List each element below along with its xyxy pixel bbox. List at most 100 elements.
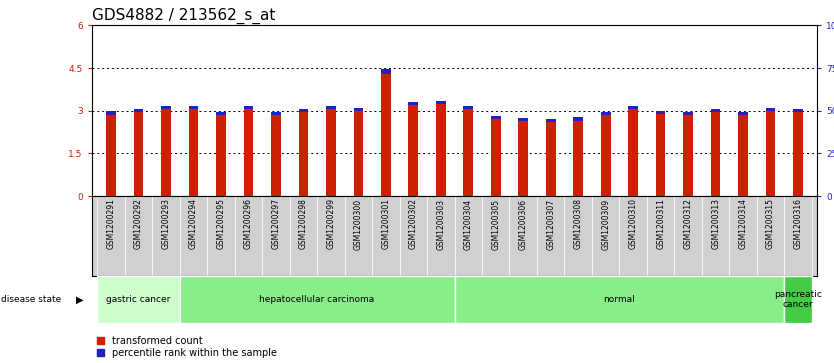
Text: GSM1200315: GSM1200315 bbox=[766, 199, 775, 249]
Bar bbox=[675, 196, 702, 276]
Bar bbox=[262, 196, 289, 276]
Bar bbox=[271, 112, 281, 115]
Text: GSM1200299: GSM1200299 bbox=[326, 199, 335, 249]
Text: GSM1200297: GSM1200297 bbox=[271, 199, 280, 249]
Text: GSM1200291: GSM1200291 bbox=[107, 199, 115, 249]
Bar bbox=[491, 119, 500, 196]
Bar bbox=[656, 114, 666, 196]
Bar bbox=[289, 196, 317, 276]
Bar bbox=[161, 106, 171, 109]
Bar bbox=[600, 112, 610, 115]
Bar bbox=[711, 109, 721, 112]
Bar bbox=[574, 117, 583, 121]
Text: GSM1200312: GSM1200312 bbox=[684, 199, 693, 249]
Bar bbox=[244, 109, 254, 196]
Bar bbox=[234, 196, 262, 276]
Bar bbox=[299, 109, 309, 112]
Bar bbox=[620, 196, 647, 276]
Bar bbox=[133, 112, 143, 196]
Text: GSM1200293: GSM1200293 bbox=[162, 199, 170, 249]
Bar bbox=[455, 276, 784, 323]
Text: pancreatic
cancer: pancreatic cancer bbox=[774, 290, 822, 309]
Bar bbox=[271, 115, 281, 196]
Bar bbox=[628, 106, 638, 109]
Bar bbox=[188, 106, 198, 109]
Text: GSM1200302: GSM1200302 bbox=[409, 199, 418, 249]
Text: GSM1200303: GSM1200303 bbox=[436, 199, 445, 249]
Bar bbox=[683, 115, 693, 196]
Bar bbox=[326, 109, 335, 196]
Text: GSM1200309: GSM1200309 bbox=[601, 199, 610, 249]
Bar bbox=[647, 196, 675, 276]
Bar bbox=[299, 112, 309, 196]
Bar bbox=[546, 119, 555, 122]
Bar bbox=[793, 112, 803, 196]
Bar bbox=[455, 196, 482, 276]
Bar bbox=[436, 103, 445, 196]
Bar bbox=[702, 196, 730, 276]
Bar bbox=[381, 69, 390, 74]
Bar bbox=[179, 196, 207, 276]
Bar bbox=[491, 117, 500, 119]
Bar bbox=[784, 276, 811, 323]
Text: GSM1200313: GSM1200313 bbox=[711, 199, 720, 249]
Text: GSM1200305: GSM1200305 bbox=[491, 199, 500, 249]
Text: GSM1200308: GSM1200308 bbox=[574, 199, 583, 249]
Text: GSM1200301: GSM1200301 bbox=[381, 199, 390, 249]
Bar bbox=[628, 109, 638, 196]
Bar bbox=[372, 196, 399, 276]
Bar bbox=[188, 109, 198, 196]
Text: GSM1200294: GSM1200294 bbox=[189, 199, 198, 249]
Bar bbox=[409, 102, 418, 105]
Bar bbox=[354, 108, 363, 111]
Text: GSM1200316: GSM1200316 bbox=[794, 199, 802, 249]
Bar bbox=[766, 108, 776, 111]
Bar bbox=[730, 196, 756, 276]
Bar bbox=[152, 196, 179, 276]
Text: GSM1200296: GSM1200296 bbox=[244, 199, 253, 249]
Bar bbox=[519, 118, 528, 121]
Bar bbox=[381, 74, 390, 196]
Bar bbox=[510, 196, 537, 276]
Bar bbox=[711, 112, 721, 196]
Bar bbox=[756, 196, 784, 276]
Text: GSM1200304: GSM1200304 bbox=[464, 199, 473, 249]
Bar bbox=[317, 196, 344, 276]
Text: gastric cancer: gastric cancer bbox=[106, 295, 171, 304]
Bar bbox=[546, 122, 555, 196]
Text: hepatocellular carcinoma: hepatocellular carcinoma bbox=[259, 295, 374, 304]
Bar bbox=[766, 111, 776, 196]
Bar bbox=[738, 111, 748, 115]
Text: GSM1200300: GSM1200300 bbox=[354, 199, 363, 249]
Bar bbox=[244, 106, 254, 109]
Bar bbox=[161, 109, 171, 196]
Bar bbox=[399, 196, 427, 276]
Bar bbox=[464, 106, 473, 109]
Text: normal: normal bbox=[604, 295, 636, 304]
Bar bbox=[537, 196, 565, 276]
Bar bbox=[179, 276, 455, 323]
Bar bbox=[125, 196, 152, 276]
Bar bbox=[344, 196, 372, 276]
Text: GDS4882 / 213562_s_at: GDS4882 / 213562_s_at bbox=[92, 8, 275, 24]
Bar bbox=[464, 109, 473, 196]
Text: GSM1200298: GSM1200298 bbox=[299, 199, 308, 249]
Bar bbox=[98, 276, 179, 323]
Bar bbox=[326, 106, 335, 109]
Bar bbox=[565, 196, 592, 276]
Bar bbox=[216, 115, 226, 196]
Bar bbox=[98, 196, 125, 276]
Text: GSM1200311: GSM1200311 bbox=[656, 199, 666, 249]
Bar bbox=[133, 109, 143, 112]
Bar bbox=[482, 196, 510, 276]
Text: GSM1200314: GSM1200314 bbox=[739, 199, 747, 249]
Text: ▶: ▶ bbox=[76, 294, 83, 305]
Text: disease state: disease state bbox=[1, 295, 61, 304]
Bar bbox=[574, 121, 583, 196]
Bar bbox=[683, 111, 693, 115]
Bar bbox=[793, 109, 803, 112]
Bar bbox=[106, 115, 116, 196]
Bar bbox=[592, 196, 620, 276]
Bar bbox=[409, 105, 418, 196]
Text: GSM1200310: GSM1200310 bbox=[629, 199, 638, 249]
